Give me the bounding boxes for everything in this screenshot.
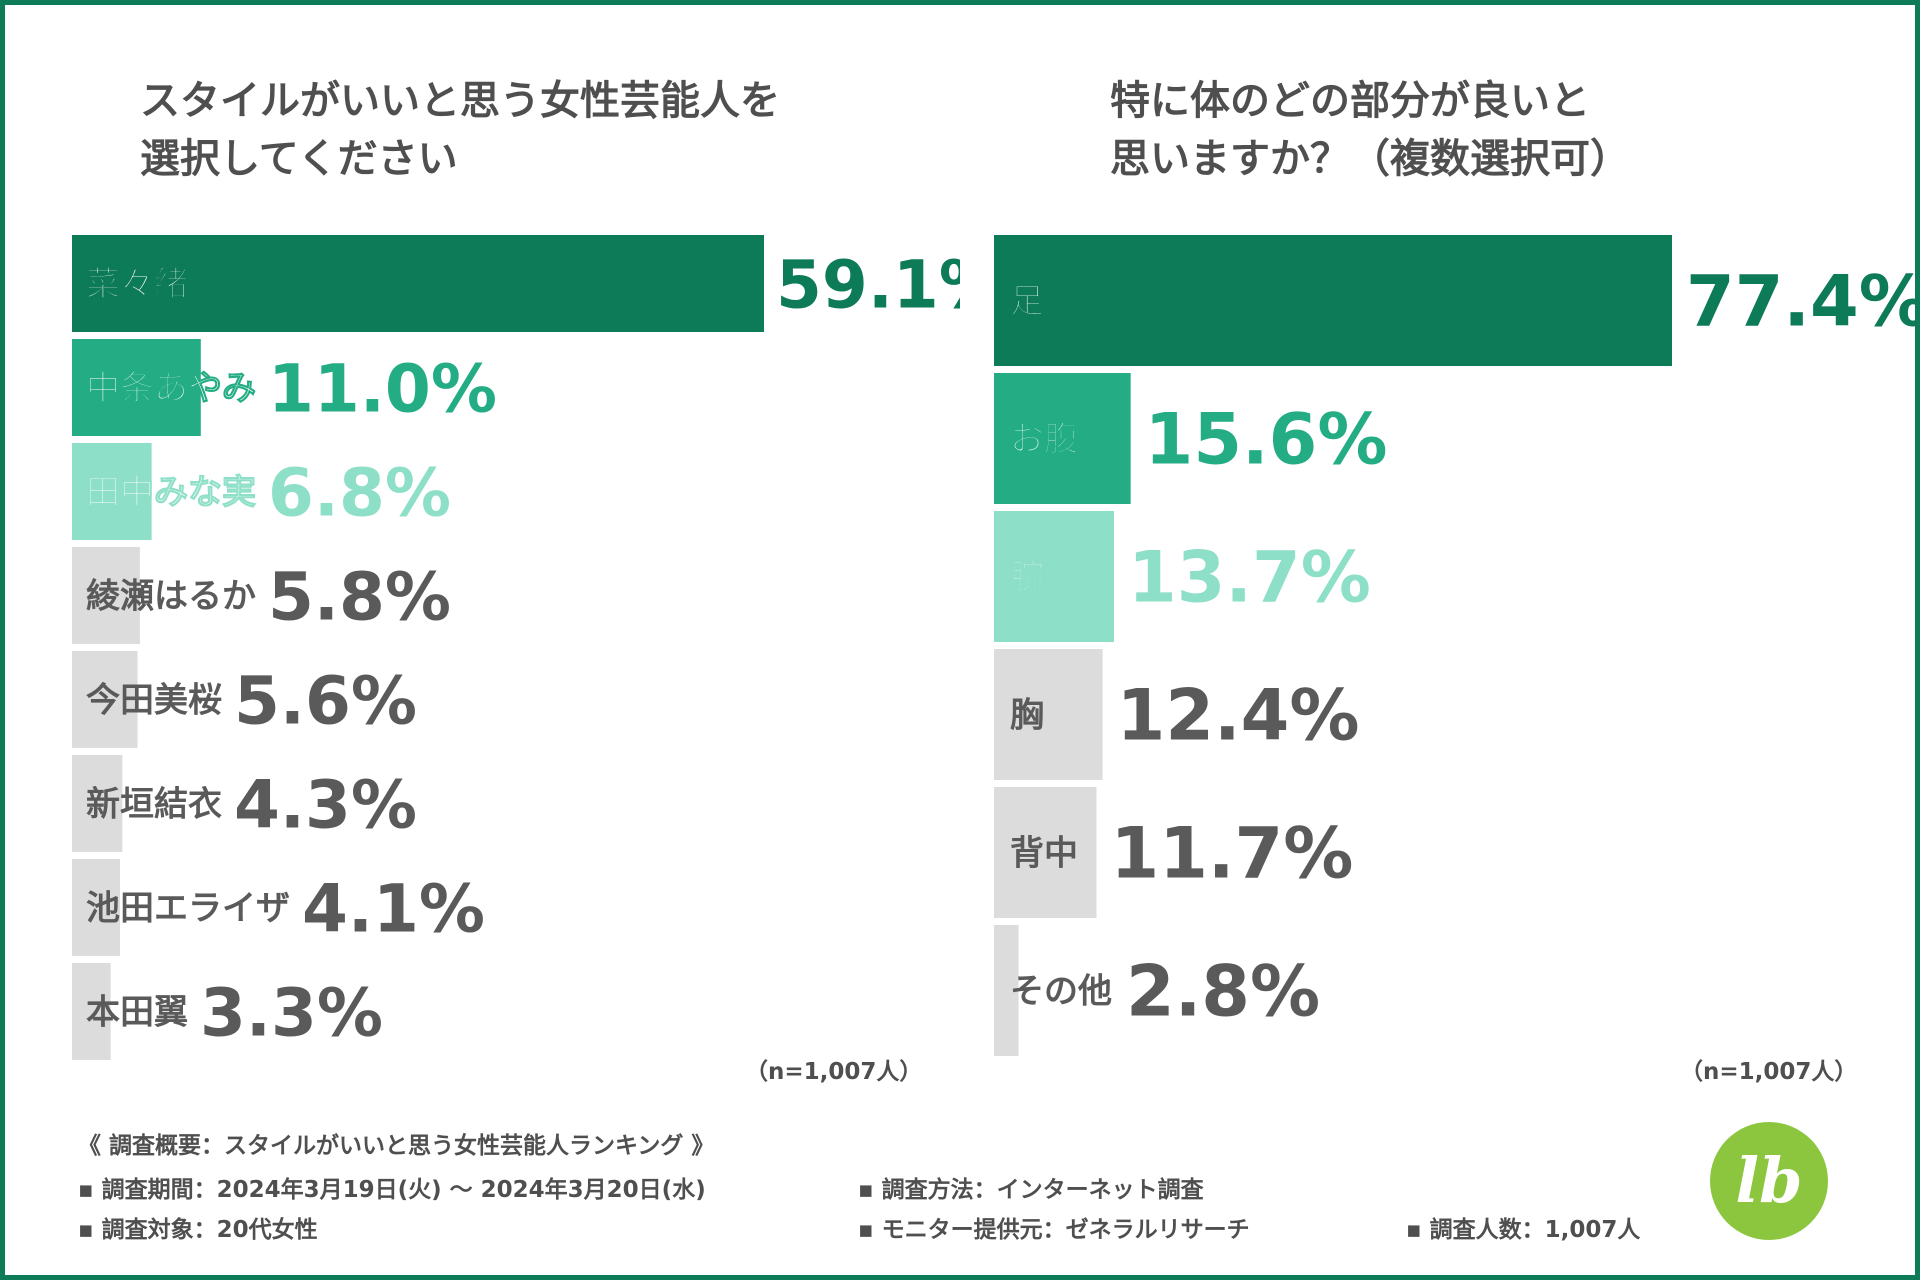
left-category-label-8: 本田翼 bbox=[86, 993, 188, 1033]
footer-survey-target: ▪ 調査対象：20代女性 bbox=[78, 1217, 318, 1243]
left-value-label-6: 4.3% bbox=[234, 766, 417, 843]
left-bar-8 bbox=[72, 963, 111, 1060]
right-value-label-3: 13.7% bbox=[1128, 537, 1371, 619]
footer-survey-period: ▪ 調査期間：2024年3月19日(火) 〜 2024年3月20日(水) bbox=[78, 1177, 706, 1203]
left-category-label-1: 菜々緒 bbox=[86, 265, 188, 305]
footer-respondents: ▪ 調査人数：1,007人 bbox=[1406, 1217, 1641, 1243]
left-value-label-1: 59.1% bbox=[776, 246, 960, 323]
right-value-label-5: 11.7% bbox=[1110, 813, 1353, 895]
right-category-label-2: お腹 bbox=[1010, 420, 1079, 460]
logo-text: lb bbox=[1736, 1144, 1803, 1217]
logo-circle bbox=[1710, 1122, 1828, 1240]
left-value-label-3: 6.8% bbox=[268, 454, 451, 531]
left-chart-title: スタイルがいいと思う女性芸能人を 選択してください bbox=[140, 72, 780, 188]
left-bar-chart: 菜々緒 59.1% 中条あやみ 11.0% 田中みな実 6.8% 綾瀬はるか 5.8% 今田美桜… bbox=[72, 235, 960, 1060]
left-title-line-2: 選択してください bbox=[140, 136, 458, 182]
left-bar-1 bbox=[72, 235, 764, 332]
footer-heading: 《 調査概要：スタイルがいいと思う女性芸能人ランキング 》 bbox=[78, 1133, 715, 1159]
footer-monitor-provider: ▪ モニター提供元：ゼネラルリサーチ bbox=[858, 1217, 1250, 1243]
right-value-label-2: 15.6% bbox=[1145, 399, 1388, 481]
right-bar-4 bbox=[994, 649, 1103, 780]
right-value-label-1: 77.4% bbox=[1686, 261, 1920, 343]
left-value-label-7: 4.1% bbox=[302, 870, 485, 947]
left-category-label-7: 池田エライザ bbox=[86, 889, 290, 929]
right-chart-title: 特に体のどの部分が良いと 思いますか？（複数選択可） bbox=[1110, 72, 1630, 188]
right-category-label-3: 腕 bbox=[1010, 558, 1044, 598]
right-value-label-6: 2.8% bbox=[1126, 951, 1320, 1033]
right-bar-2 bbox=[994, 373, 1131, 504]
left-value-label-8: 3.3% bbox=[200, 974, 383, 1051]
right-title-line-2: 思いますか？（複数選択可） bbox=[1110, 136, 1630, 182]
right-bar-6 bbox=[994, 925, 1019, 1056]
left-category-label-2: 中条あやみ bbox=[86, 369, 256, 409]
left-sample-note: （n=1,007人） bbox=[745, 1059, 923, 1085]
left-value-label-4: 5.8% bbox=[268, 558, 451, 635]
left-bar-6 bbox=[72, 755, 123, 852]
left-bar-2 bbox=[72, 339, 201, 436]
left-bar-4 bbox=[72, 547, 140, 644]
right-category-label-1: 足 bbox=[1010, 282, 1044, 322]
left-value-label-5: 5.6% bbox=[234, 662, 417, 739]
right-title-line-1: 特に体のどの部分が良いと bbox=[1110, 78, 1590, 124]
left-bar-3 bbox=[72, 443, 152, 540]
right-bar-1 bbox=[994, 235, 1672, 366]
right-category-label-5: 背中 bbox=[1010, 834, 1078, 874]
left-bar-7 bbox=[72, 859, 121, 956]
left-category-label-5: 今田美桜 bbox=[86, 681, 222, 721]
right-bar-3 bbox=[994, 511, 1115, 642]
left-value-label-2: 11.0% bbox=[268, 350, 497, 427]
right-sample-note: （n=1,007人） bbox=[1680, 1059, 1858, 1085]
right-value-label-4: 12.4% bbox=[1117, 675, 1360, 757]
left-bar-5 bbox=[72, 651, 138, 748]
brand-logo: lb bbox=[1710, 1122, 1828, 1240]
footer-survey-method: ▪ 調査方法：インターネット調査 bbox=[858, 1177, 1204, 1203]
left-category-label-3: 田中みな実 bbox=[86, 473, 256, 513]
right-bar-5 bbox=[994, 787, 1097, 918]
right-bar-chart: 足 77.4% お腹 15.6% 腕 13.7% 胸 12.4% 背中 11.7% その他 2.8% bbox=[994, 235, 1920, 1056]
left-category-label-6: 新垣結衣 bbox=[86, 785, 222, 825]
right-category-label-4: 胸 bbox=[1010, 696, 1044, 736]
left-category-label-4: 綾瀬はるか bbox=[86, 577, 256, 617]
right-category-label-6: その他 bbox=[1010, 972, 1112, 1012]
left-title-line-1: スタイルがいいと思う女性芸能人を bbox=[140, 78, 780, 124]
